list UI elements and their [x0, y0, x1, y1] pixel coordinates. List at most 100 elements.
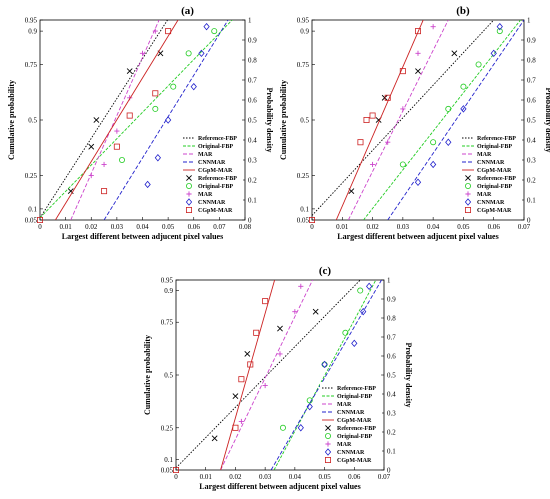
data-point-cgpm-mar	[414, 28, 421, 35]
x-tick-label: 0.03	[397, 223, 410, 231]
y-right-tick-label: 0.6	[248, 97, 257, 105]
legend-entry: MAR	[337, 442, 352, 448]
y-left-tick-label: 0.75	[297, 61, 310, 69]
legend-entry: MAR	[477, 152, 492, 158]
x-tick-label: 0.03	[259, 473, 272, 481]
x-tick-label: 0.06	[348, 473, 361, 481]
y-right-tick-label: 0.2	[387, 429, 396, 437]
y-left-tick-label: 0.75	[161, 319, 174, 327]
data-point-reference-fbp	[277, 325, 283, 332]
x-tick-label: 0.07	[213, 223, 226, 231]
legend-entry: Original-FBP	[477, 184, 512, 190]
data-point-cnnmar	[414, 178, 422, 186]
y-left-tick-label: 0.05	[297, 217, 310, 225]
legend-entry: MAR	[337, 402, 352, 408]
data-point-cgpm-mar	[369, 112, 376, 119]
x-tick-label: 0.04	[289, 473, 302, 481]
data-point-cgpm-mar	[172, 466, 179, 473]
x-tick-label: 0.03	[111, 223, 124, 231]
data-point-cgpm-mar	[37, 216, 44, 223]
y-right-tick-label: 1	[527, 17, 531, 25]
legend-entry: CGpM-MAR	[477, 208, 512, 214]
fit-line-cnnmar	[387, 20, 524, 220]
data-point-original-fbp	[399, 161, 406, 168]
y-right-tick-label: 0.7	[527, 77, 536, 85]
y-left-axis-label: Cumulative probability	[7, 80, 16, 160]
data-point-cgpm-mar	[113, 143, 120, 150]
legend-marker	[464, 198, 472, 206]
legend-entry: CGpM-MAR	[477, 168, 512, 174]
data-point-cnnmar	[190, 82, 197, 91]
data-point-cnnmar	[297, 424, 304, 432]
legend-entry: CGpM-MAR	[198, 168, 233, 174]
chart-panel-3: (c) 0 0.01 0.02 0.03 0.04 0.05 0.06 0.07 Largest …	[143, 265, 413, 491]
data-point-original-fbp	[357, 287, 364, 294]
legend-entry: Original-FBP	[198, 184, 233, 190]
y-left-axis-label: Cumulative probability	[279, 80, 288, 160]
data-point-original-fbp	[306, 397, 313, 404]
legend-marker	[186, 191, 192, 197]
y-right-tick-label: 0.2	[527, 177, 536, 185]
y-left-tick-label: 0.95	[297, 17, 310, 25]
fit-line-reference-fbp	[312, 20, 495, 216]
x-tick-label: 0.02	[85, 223, 98, 231]
x-axis-label: Largest different between adjucent pixel…	[62, 232, 223, 241]
y-right-tick-label: 0.6	[527, 97, 536, 105]
legend-entry: Reference-FBP	[198, 136, 237, 142]
y-right-tick-label: 0.8	[527, 57, 536, 65]
data-point-mar	[152, 28, 158, 34]
legend-entry: CNNMAR	[477, 160, 505, 166]
data-point-cnnmar	[144, 180, 151, 189]
data-point-cnnmar	[460, 105, 467, 113]
data-point-mar	[292, 309, 298, 315]
legend-entry: MAR	[198, 152, 213, 158]
data-point-original-fbp	[475, 61, 482, 68]
y-right-tick-label: 0.1	[387, 448, 396, 456]
data-point-original-fbp	[279, 424, 286, 431]
fit-line-cgpm-mar	[54, 20, 179, 220]
y-left-tick-label: 0.05	[161, 467, 174, 475]
y-right-axis-label: Probability density	[404, 343, 413, 408]
data-point-mar	[101, 161, 107, 168]
panel-label: (a)	[181, 5, 194, 17]
x-tick-label: 0.01	[60, 223, 73, 231]
legend-marker	[185, 206, 192, 213]
y-right-tick-label: 0.4	[248, 137, 257, 145]
data-point-reference-fbp	[415, 68, 421, 75]
legend-entry: Reference-FBP	[198, 176, 237, 182]
data-point-cgpm-mar	[238, 376, 245, 383]
y-right-tick-label: 0.6	[387, 353, 396, 361]
data-point-cgpm-mar	[165, 28, 172, 35]
legend: Reference-FBP Original-FBP MAR CNNMAR CGpM-M…	[460, 132, 522, 214]
y-right-tick-label: 0.4	[387, 391, 396, 399]
y-right-tick-label: 0.8	[248, 57, 257, 65]
y-left-tick-label: 0.25	[161, 424, 174, 432]
y-right-tick-label: 0.9	[527, 37, 536, 45]
legend-entry: Original-FBP	[337, 394, 372, 400]
fit-line-reference-fbp	[40, 20, 169, 219]
x-tick-label: 0.05	[162, 223, 175, 231]
data-point-cnnmar	[490, 49, 497, 58]
y-left-tick-label: 0.9	[28, 28, 37, 36]
y-right-tick-label: 0.5	[527, 117, 536, 125]
legend-marker	[464, 206, 471, 213]
y-right-tick-label: 0.8	[387, 315, 396, 323]
x-tick-label: 0	[174, 473, 178, 481]
y-left-tick-label: 0.1	[164, 456, 173, 464]
x-axis-label: Largest different between adjucent pixel…	[199, 482, 360, 491]
y-left-tick-label: 0.05	[25, 217, 38, 225]
x-tick-label: 0.01	[200, 473, 213, 481]
data-point-reference-fbp	[88, 143, 95, 150]
legend-marker	[185, 198, 193, 206]
x-tick-label: 0	[38, 223, 42, 231]
x-tick-label: 0.02	[229, 473, 242, 481]
data-point-cnnmar	[154, 154, 161, 162]
legend-marker	[325, 425, 331, 431]
y-left-tick-label: 0.1	[300, 205, 309, 213]
y-right-tick-label: 0.3	[387, 410, 396, 418]
legend-entry: CGpM-MAR	[198, 208, 233, 214]
x-tick-label: 0.06	[488, 223, 501, 231]
legend-entry: Original-FBP	[477, 144, 512, 150]
data-point-cgpm-mar	[308, 216, 315, 223]
